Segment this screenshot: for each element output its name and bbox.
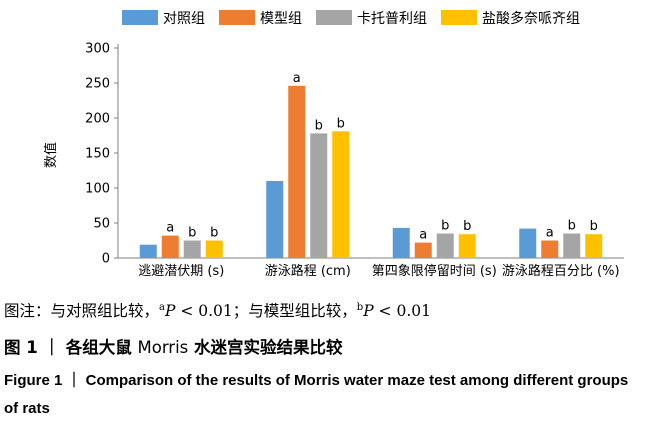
note-val-b: < 0.01 [373, 302, 431, 320]
bar [205, 240, 223, 258]
bar [139, 244, 157, 258]
legend-label: 模型组 [260, 11, 302, 27]
bar [563, 233, 581, 258]
bar-data-label: b [441, 219, 449, 234]
y-tick-label: 100 [85, 182, 110, 197]
note-p-a: P [164, 302, 176, 320]
bar [585, 234, 603, 258]
y-tick-label: 0 [102, 252, 110, 267]
bar-data-label: b [188, 226, 196, 241]
figure-caption-cn: 图 1 ｜ 各组大鼠 Morris 水迷宫实验结果比较 [4, 334, 343, 358]
note-prefix: 图注：与对照组比较， [4, 302, 160, 320]
bar-data-label: b [315, 118, 323, 133]
y-tick-label: 250 [85, 77, 110, 92]
bar [436, 233, 454, 258]
chart-bars [139, 85, 603, 258]
bar [541, 240, 559, 258]
figure-caption-en: Figure 1 ｜ Comparison of the results of … [4, 372, 629, 417]
bar [332, 131, 350, 258]
bar [414, 242, 432, 258]
y-tick-label: 150 [85, 147, 110, 162]
y-tick-label: 200 [85, 112, 110, 127]
bar [310, 133, 328, 258]
legend-swatch [122, 10, 158, 25]
legend-swatch [219, 10, 255, 25]
bar-data-label: a [166, 221, 174, 236]
bar [519, 228, 537, 258]
y-tick-label: 300 [85, 42, 110, 57]
chart-axes: 0 50 100 150 200 250 300 逃避潜伏期 (s) 游泳路程 (cm) 第四象限… [85, 42, 624, 279]
x-tick-label: 逃避潜伏期 (s) [138, 264, 224, 279]
y-axis-label: 数值 [43, 142, 59, 168]
bar [266, 181, 284, 258]
legend-swatch [441, 10, 477, 25]
bar [183, 240, 201, 258]
caption-cn-label: 图 1 ｜ [4, 338, 60, 357]
legend-label: 对照组 [163, 11, 205, 27]
bar [458, 234, 476, 258]
y-tick-label: 50 [93, 217, 110, 232]
caption-cn-text-before: 各组大鼠 [65, 338, 138, 357]
bar [288, 85, 306, 258]
legend-label: 盐酸多奈哌齐组 [482, 10, 580, 27]
bar [392, 227, 410, 258]
chart-data-labels: a b bab bab b a b b [166, 71, 598, 243]
figure-note: 图注：与对照组比较，aP < 0.01；与模型组比较，bP < 0.01 [4, 299, 431, 321]
chart-legend: 对照组 模型组 卡托普利组 盐酸多奈哌齐组 [122, 10, 580, 27]
note-sup-a: a [159, 301, 165, 313]
legend-label: 卡托普利组 [357, 11, 427, 27]
note-sup-b: b [356, 301, 364, 313]
bar-data-label: b [463, 219, 471, 234]
bar [161, 235, 179, 258]
bar-data-label: b [590, 219, 598, 234]
x-tick-label: 第四象限停留时间 (s) [372, 263, 497, 279]
bar-data-label: a [293, 71, 301, 86]
note-p-b: P [363, 302, 374, 320]
bar-chart: 对照组 模型组 卡托普利组 盐酸多奈哌齐组 0 50 100 150 200 250 300 逃避潜… [43, 10, 624, 279]
bar-data-label: a [546, 226, 554, 241]
legend-swatch [316, 10, 352, 25]
bar-data-label: a [419, 228, 427, 243]
x-tick-label: 游泳路程 (cm) [265, 263, 351, 279]
caption-cn-latin: Morris [137, 338, 189, 357]
bar-data-label: b [337, 116, 345, 131]
bar-data-label: b [568, 219, 576, 234]
note-val-a: < 0.01；与模型组比较， [175, 302, 357, 320]
caption-cn-text-after: 水迷宫实验结果比较 [188, 338, 343, 357]
bar-data-label: b [210, 226, 218, 241]
x-tick-label: 游泳路程百分比 (%) [502, 263, 620, 279]
